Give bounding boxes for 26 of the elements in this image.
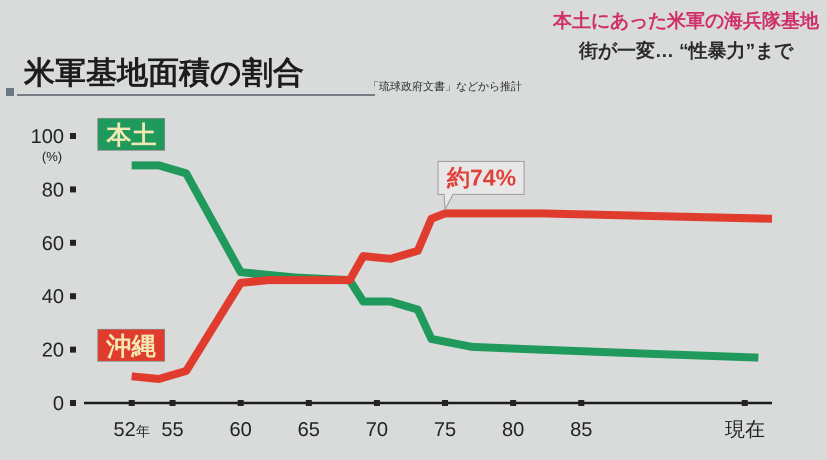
x-tick-label: 52年: [114, 419, 150, 441]
ylabel: (%): [42, 149, 62, 164]
x-tick-label: 85: [570, 419, 592, 441]
x-tick-label: 70: [366, 419, 388, 441]
annotation: 「琉球政府文書」などから推計: [368, 81, 522, 93]
series-label: 本土: [106, 121, 157, 150]
series-label: 沖縄: [106, 332, 157, 360]
x-tick-label: 80: [502, 419, 524, 441]
series-label: 沖縄: [97, 328, 166, 362]
annotation: 本土にあった米軍の海兵隊基地: [553, 11, 819, 32]
x-tick-label: 60: [230, 419, 252, 441]
x-tick-label: 65: [298, 419, 320, 441]
annotation: 約74%: [446, 164, 516, 190]
title: 米軍基地面積の割合: [24, 55, 304, 90]
annotation: 街が一変… “性暴力”まで: [578, 41, 794, 62]
y-tick-label: 100: [30, 126, 64, 148]
x-tick-label: 75: [434, 419, 456, 441]
x-tick-label: 55: [161, 419, 184, 441]
y-tick-label: 80: [42, 179, 64, 202]
y-tick-label: 40: [42, 286, 64, 308]
y-tick-label: 60: [42, 232, 64, 255]
x-tick-label: 現在: [724, 419, 765, 441]
callout: 約74%: [438, 160, 525, 212]
y-tick-label: 0: [52, 393, 64, 415]
series-label: 本土: [97, 118, 166, 151]
y-tick-label: 20: [42, 340, 64, 362]
